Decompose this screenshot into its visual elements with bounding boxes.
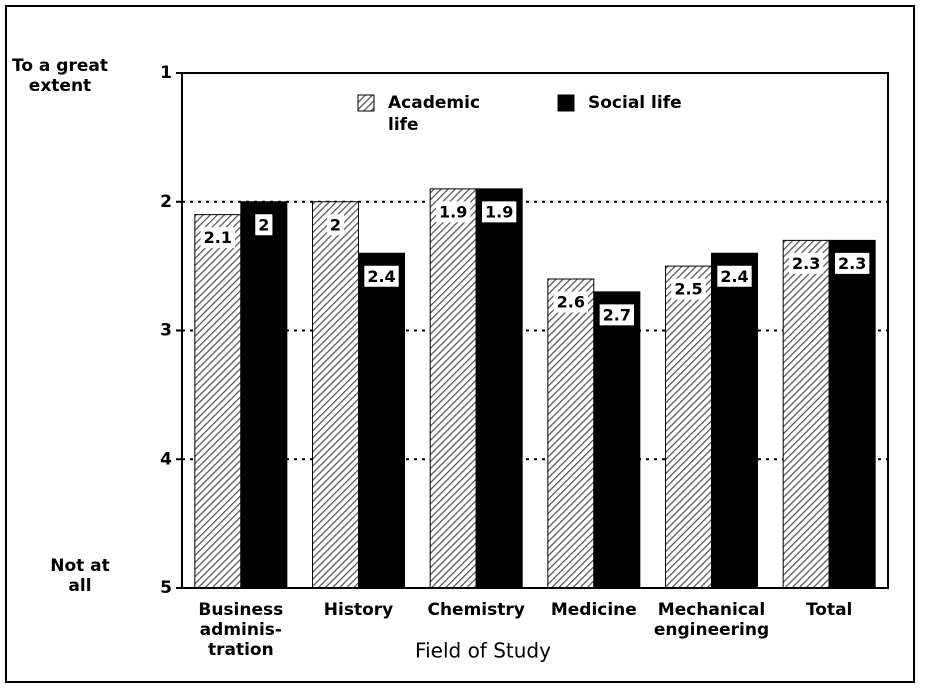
value-label-box	[599, 304, 635, 326]
x-tick-label: Mechanical	[658, 600, 765, 620]
value-label-box	[553, 291, 589, 313]
value-label-box	[671, 278, 706, 300]
value-label-box	[834, 252, 870, 274]
legend-label: Social life	[588, 93, 682, 113]
value-label: 2.3	[834, 252, 870, 274]
value-label: 1.9	[481, 201, 517, 223]
value-label-box	[788, 252, 824, 274]
value-label-text: 2.3	[792, 254, 820, 273]
value-label-text: 1.9	[485, 202, 513, 221]
value-label-text: 2.7	[603, 305, 631, 324]
value-label-text: 2.4	[720, 267, 748, 286]
value-label-box	[200, 227, 236, 249]
bar	[828, 239, 876, 589]
legend-label: life	[388, 115, 419, 135]
bar	[358, 252, 405, 589]
y-top-label: extent	[29, 76, 91, 96]
value-label: 2.1	[200, 227, 236, 249]
value-label: 2.4	[717, 265, 752, 287]
value-label-text: 2.5	[674, 280, 702, 299]
x-tick-label: Total	[806, 600, 852, 620]
y-tick-label: 2	[160, 192, 172, 212]
y-tick-label: 1	[160, 63, 172, 83]
value-label: 2.7	[599, 304, 635, 326]
x-tick-label: engineering	[654, 620, 769, 640]
x-tick-label: adminis-	[200, 620, 282, 640]
bar	[429, 188, 477, 589]
y-tick-label: 4	[160, 449, 172, 469]
value-label-text: 2.3	[838, 254, 866, 273]
value-label-box	[717, 265, 752, 287]
plot-border	[181, 72, 889, 589]
bar	[240, 201, 288, 589]
legend-swatch	[357, 94, 375, 112]
x-tick-label: History	[324, 600, 393, 620]
value-label-text: 2.6	[557, 293, 585, 312]
bar	[312, 201, 359, 589]
bar	[711, 252, 758, 589]
y-tick-label: 3	[160, 321, 172, 341]
value-label: 2.4	[364, 265, 399, 287]
bar	[782, 239, 830, 589]
value-label-box	[255, 214, 273, 236]
x-tick-label: Chemistry	[427, 600, 524, 620]
x-axis-label: Field of Study	[415, 639, 551, 663]
legend-label: Academic	[388, 93, 480, 113]
value-label: 2.6	[553, 291, 589, 313]
bar	[475, 188, 523, 589]
y-top-label: To a great	[12, 56, 108, 76]
value-label-box	[326, 214, 345, 236]
value-label: 2.5	[671, 278, 706, 300]
value-label: 2.3	[788, 252, 824, 274]
value-label-text: 2	[258, 215, 269, 234]
bar	[593, 291, 641, 589]
bar	[665, 265, 712, 589]
value-label-text: 2.1	[204, 228, 232, 247]
y-tick-label: 5	[160, 578, 172, 598]
y-bottom-label: Not at	[50, 556, 110, 576]
value-label-box	[435, 201, 471, 223]
x-tick-label: Business	[198, 600, 283, 620]
value-label-text: 2	[330, 215, 341, 234]
value-label: 2	[326, 214, 345, 236]
value-label-box	[481, 201, 517, 223]
value-label: 1.9	[435, 201, 471, 223]
value-label: 2	[255, 214, 273, 236]
legend-swatch	[557, 94, 575, 112]
y-bottom-label: all	[68, 576, 91, 596]
value-label-box	[364, 265, 399, 287]
bar	[547, 278, 595, 589]
frame	[5, 5, 915, 683]
value-label-text: 2.4	[367, 267, 395, 286]
x-tick-label: tration	[208, 640, 274, 660]
bar	[194, 214, 242, 589]
value-label-text: 1.9	[439, 202, 467, 221]
x-tick-label: Medicine	[551, 600, 637, 620]
